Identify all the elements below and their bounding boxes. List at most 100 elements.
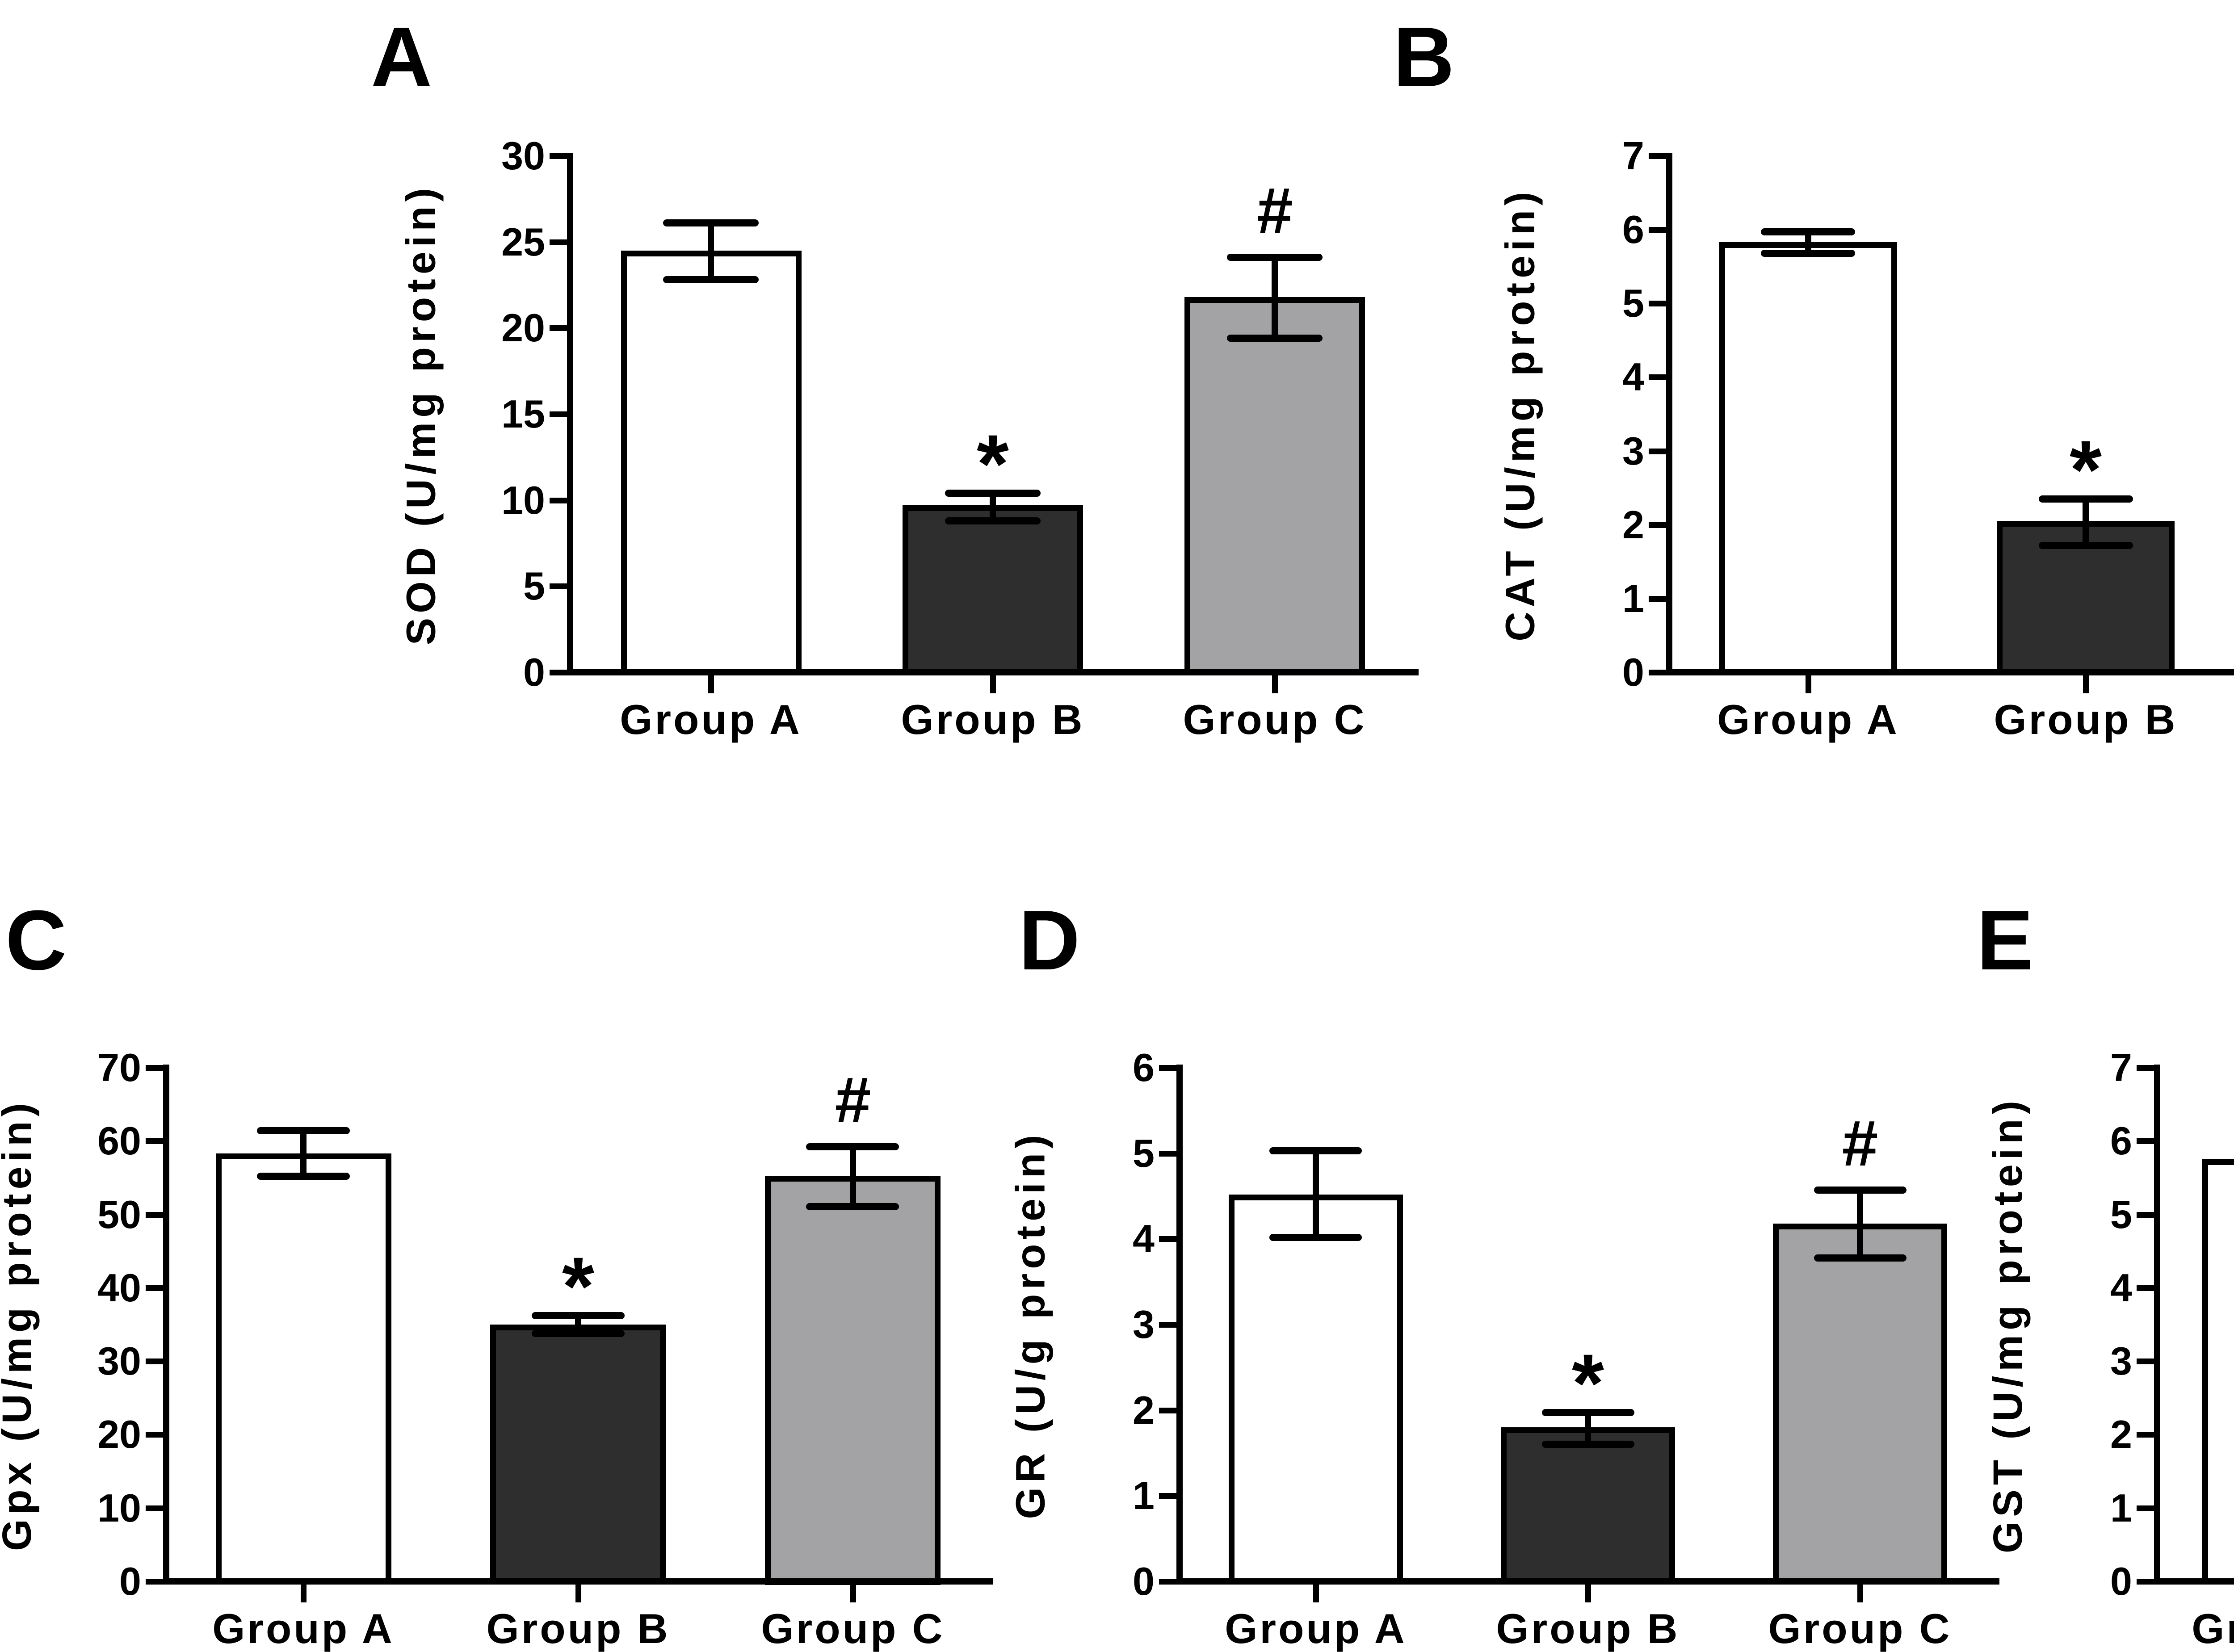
panel-a-error-cap-lower-1 <box>663 276 759 283</box>
panel-a-bar-group-c <box>1184 297 1365 675</box>
panel-e-y-tick <box>2137 1212 2154 1218</box>
panel-d-error-stem-3 <box>1857 1190 1863 1258</box>
panel-b-error-cap-upper-1 <box>1761 228 1855 235</box>
panel-a-y-tick <box>550 498 567 503</box>
panel-d-x-label-group-b: Group B <box>1496 1605 1680 1652</box>
panel-d-y-axis-title: GR (U/g protein) <box>1008 1130 1054 1519</box>
panel-b-error-cap-upper-2 <box>2039 495 2133 503</box>
panel-b-x-tick-2 <box>2083 675 2089 693</box>
panel-c-x-label-group-a: Group A <box>212 1605 395 1652</box>
panel-a-x-label-group-c: Group C <box>1183 696 1367 743</box>
panel-b-y-tick <box>1649 374 1667 380</box>
panel-d-y-tick-label: 6 <box>1133 1045 1155 1090</box>
panel-d-y-tick <box>1159 1236 1177 1242</box>
panel-a-error-cap-lower-3 <box>1227 335 1323 342</box>
panel-d-x-axis-line <box>1176 1578 1999 1585</box>
panel-a-x-axis-line <box>567 669 1419 675</box>
panel-e-y-tick-label: 6 <box>2110 1119 2132 1163</box>
panel-b-error-cap-lower-1 <box>1761 250 1855 257</box>
panel-a-error-stem-3 <box>1272 257 1278 338</box>
panel-e-y-tick-label: 5 <box>2110 1192 2132 1237</box>
panel-e-y-tick <box>2137 1138 2154 1144</box>
panel-c-x-axis-line <box>163 1578 993 1585</box>
panel-d-error-cap-lower-1 <box>1269 1234 1362 1241</box>
panel-e-y-tick <box>2137 1432 2154 1438</box>
panel-b-y-tick <box>1649 153 1667 159</box>
panel-b-y-axis-line <box>1666 153 1672 675</box>
panel-d-error-cap-upper-1 <box>1269 1147 1362 1154</box>
panel-d-y-tick <box>1159 1408 1177 1413</box>
panel-d-bar-group-b <box>1501 1427 1675 1585</box>
panel-c-y-axis-title: Gpx (U/mg protein) <box>0 1098 40 1551</box>
panel-c-bar-group-b <box>490 1325 666 1585</box>
panel-a-y-tick-label: 5 <box>523 564 545 608</box>
panel-b-y-axis-title: CAT (U/mg protein) <box>1497 187 1543 642</box>
panel-b-y-tick-label: 0 <box>1622 650 1644 694</box>
panel-b-y-tick-label: 5 <box>1622 281 1644 325</box>
panel-b-y-tick <box>1649 449 1667 454</box>
panel-e-y-axis-title-wrap: GST (U/mg protein) <box>1979 1068 2037 1581</box>
panel-c-y-tick <box>146 1579 164 1585</box>
panel-c-y-tick <box>146 1065 164 1071</box>
panel-a-y-axis-line <box>567 153 573 675</box>
panel-d-error-stem-1 <box>1313 1151 1319 1237</box>
panel-e-y-tick-label: 1 <box>2110 1486 2132 1530</box>
panel-a-y-tick <box>550 583 567 589</box>
panel-c-y-axis-line <box>163 1065 169 1585</box>
panel-b-error-cap-lower-2 <box>2039 542 2133 549</box>
panel-d-y-tick <box>1159 1493 1177 1499</box>
panel-e-y-tick <box>2137 1065 2154 1071</box>
panel-d-y-tick-label: 0 <box>1133 1559 1155 1603</box>
panel-e-y-tick-label: 3 <box>2110 1339 2132 1383</box>
panel-b-x-axis-line <box>1666 669 2234 675</box>
panel-d-y-axis-title-wrap: GR (U/g protein) <box>1002 1068 1060 1581</box>
panel-a-y-tick <box>550 411 567 417</box>
panel-c-error-stem-1 <box>300 1131 307 1176</box>
panel-a-error-cap-upper-2 <box>945 490 1041 497</box>
panel-d-error-cap-lower-3 <box>1814 1254 1906 1262</box>
panel-b-y-tick-label: 6 <box>1622 207 1644 252</box>
panel-d-error-cap-upper-3 <box>1814 1187 1906 1194</box>
panel-e-y-tick-label: 0 <box>2110 1559 2132 1603</box>
panel-c-error-cap-upper-3 <box>806 1143 899 1150</box>
panel-a-error-stem-1 <box>708 223 714 280</box>
panel-b-significance-marker-2: * <box>2070 424 2102 516</box>
panel-e-x-label-group-a: Group A <box>2192 1605 2234 1652</box>
panel-c-error-cap-lower-3 <box>806 1203 899 1210</box>
panel-d-significance-marker-2: * <box>1572 1338 1604 1430</box>
panel-b-y-tick <box>1649 596 1667 602</box>
panel-c-y-tick-label: 20 <box>97 1412 141 1456</box>
panel-a-x-label-group-a: Group A <box>620 696 802 743</box>
panel-d-y-tick-label: 2 <box>1133 1388 1155 1432</box>
panel-a-error-cap-upper-3 <box>1227 254 1323 261</box>
panel-d-x-tick-2 <box>1585 1585 1591 1602</box>
panel-e-label: E <box>1977 893 2033 988</box>
panel-e-bar-group-a <box>2202 1159 2234 1585</box>
panel-e-y-tick-label: 7 <box>2110 1045 2132 1090</box>
panel-c-y-tick <box>146 1505 164 1511</box>
panel-c-y-tick <box>146 1432 164 1438</box>
panel-d-bar-group-c <box>1773 1224 1947 1585</box>
panel-c-x-tick-1 <box>301 1585 307 1602</box>
panel-d-label: D <box>1019 893 1080 988</box>
panel-a-error-cap-lower-2 <box>945 517 1041 524</box>
panel-c-error-cap-lower-2 <box>532 1330 625 1337</box>
panel-e-y-tick <box>2137 1285 2154 1291</box>
panel-c-error-stem-2 <box>575 1316 581 1333</box>
panel-c-y-tick-label: 50 <box>97 1192 141 1237</box>
panel-c-significance-marker-2: * <box>562 1241 594 1333</box>
panel-d-y-tick <box>1159 1151 1177 1157</box>
panel-c-y-tick <box>146 1212 164 1218</box>
panel-b-x-label-group-b: Group B <box>1994 696 2178 743</box>
panel-a-significance-marker-3: # <box>1256 174 1293 247</box>
panel-b-y-tick-label: 1 <box>1622 576 1644 621</box>
panel-c-y-tick <box>146 1285 164 1291</box>
panel-c-y-axis-title-wrap: Gpx (U/mg protein) <box>0 1068 46 1581</box>
panel-c-x-label-group-b: Group B <box>486 1605 670 1652</box>
panel-a-y-tick-label: 15 <box>501 392 545 436</box>
panel-b-label: B <box>1393 10 1455 105</box>
panel-b-y-tick <box>1649 670 1667 675</box>
panel-a-y-tick-label: 10 <box>501 478 545 522</box>
panel-c-x-label-group-c: Group C <box>761 1605 945 1652</box>
